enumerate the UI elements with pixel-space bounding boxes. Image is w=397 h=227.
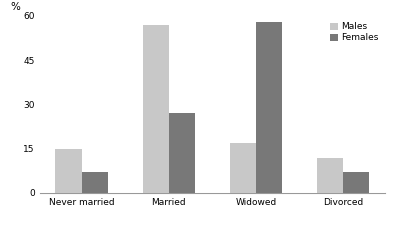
Text: %: % [11,2,21,12]
Legend: Males, Females: Males, Females [328,20,381,44]
Bar [230,143,256,193]
Bar [143,25,169,193]
Bar [256,22,282,193]
Bar [169,113,195,193]
Bar [56,149,81,193]
Bar [317,158,343,193]
Bar [343,172,369,193]
Bar [81,172,108,193]
